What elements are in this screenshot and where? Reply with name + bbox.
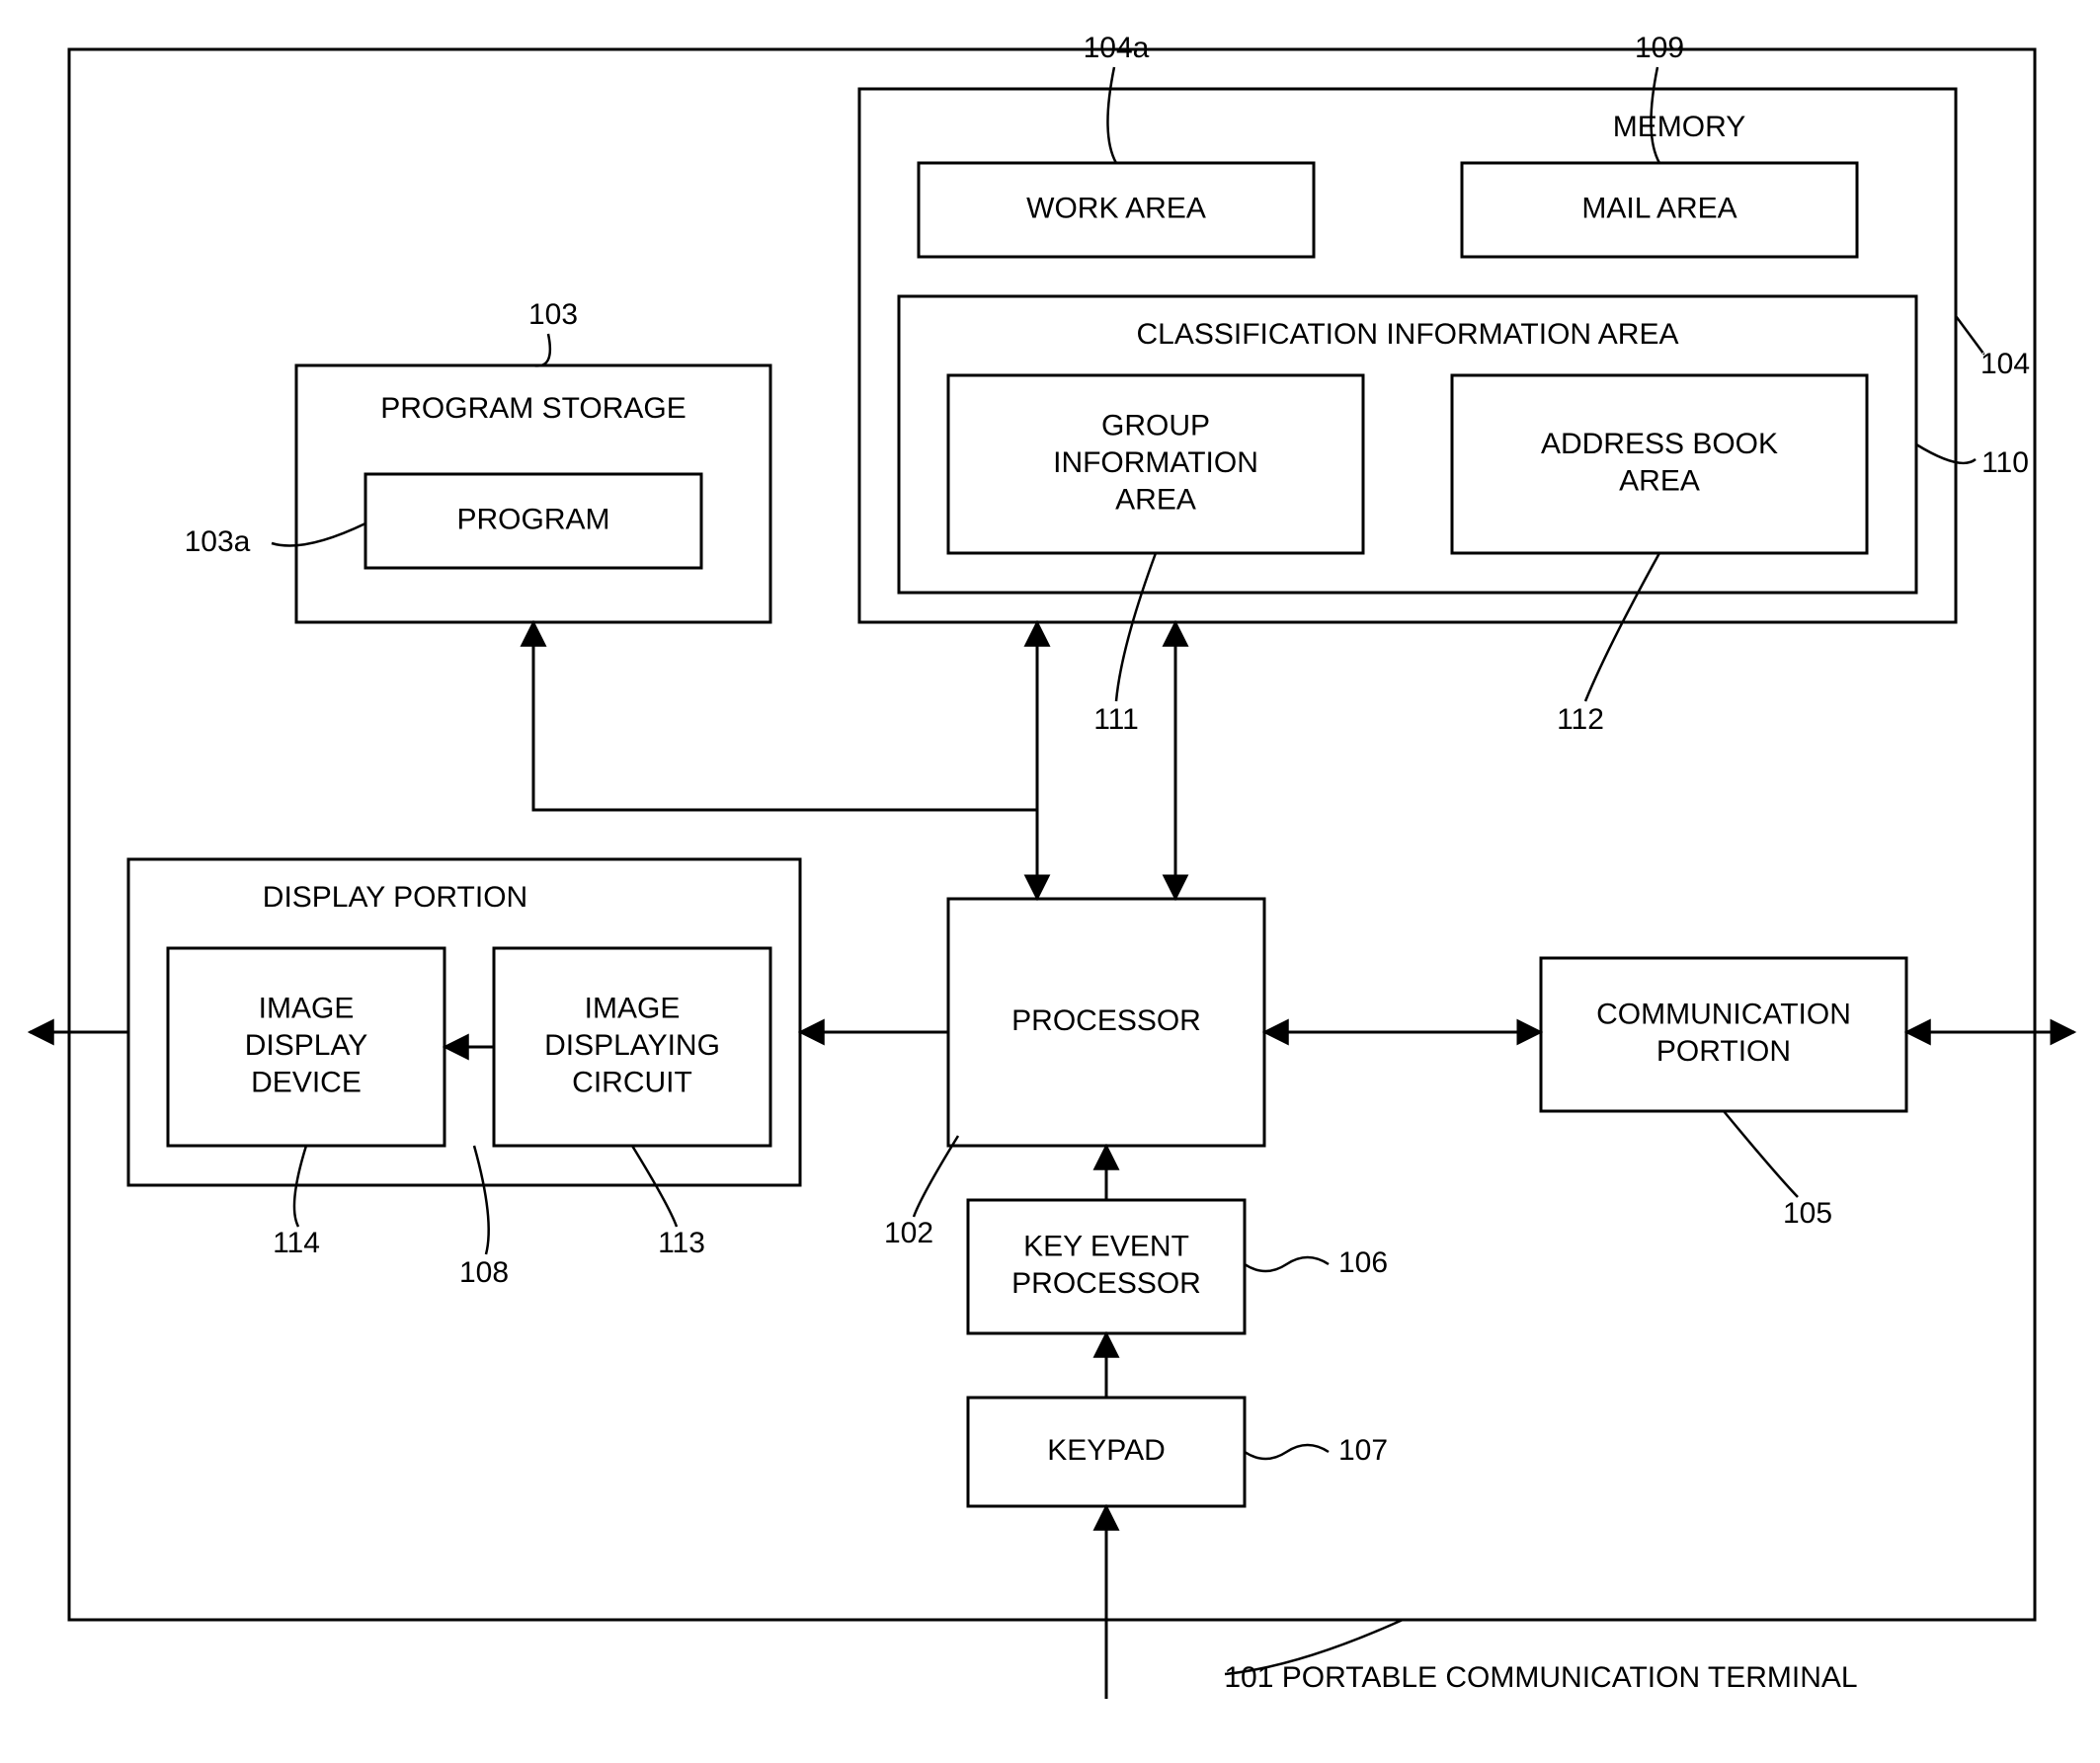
leader-r103a [272, 523, 365, 546]
leader-r104a [1107, 67, 1116, 163]
key-event-processor-box-label: KEY EVENT [1023, 1231, 1189, 1263]
leader-r105 [1724, 1111, 1798, 1197]
key-event-processor-box-label: PROCESSOR [1011, 1267, 1201, 1300]
leader-r107 [1245, 1445, 1329, 1459]
ref-r104a: 104a [1084, 32, 1150, 64]
ref-r110: 110 [1981, 446, 2029, 479]
ref-r103a: 103a [185, 525, 251, 558]
leader-r103 [533, 334, 550, 365]
work-area-box-label: WORK AREA [1026, 192, 1206, 224]
image-display-device-box-label: DEVICE [251, 1066, 362, 1098]
ref-r107: 107 [1338, 1434, 1388, 1467]
address-book-area-box-label: AREA [1619, 465, 1700, 498]
ref-r102: 102 [884, 1217, 933, 1249]
ref-r114: 114 [273, 1227, 320, 1259]
program-box-label: PROGRAM [456, 503, 609, 535]
ref-r108: 108 [459, 1256, 509, 1289]
leader-r112 [1585, 553, 1659, 701]
address-book-area-box-label: ADDRESS BOOK [1541, 428, 1778, 460]
ref-r103: 103 [528, 298, 578, 331]
group-info-area-box-label: AREA [1115, 483, 1196, 516]
ref-r109: 109 [1635, 32, 1684, 64]
ref-r101: 101 PORTABLE COMMUNICATION TERMINAL [1224, 1661, 1857, 1694]
communication-portion-box-label: PORTION [1656, 1035, 1791, 1068]
leader-r110 [1916, 444, 1976, 463]
mail-area-box-label: MAIL AREA [1581, 192, 1737, 224]
leader-r104 [1956, 316, 1983, 354]
leader-r111 [1116, 553, 1156, 701]
image-display-device-box-label: DISPLAY [245, 1029, 368, 1062]
program-storage-box-title: PROGRAM STORAGE [380, 392, 687, 425]
image-displaying-circuit-box-label: DISPLAYING [544, 1029, 720, 1062]
memory-box [859, 89, 1956, 622]
ref-r113: 113 [658, 1227, 705, 1259]
terminal-box [69, 49, 2035, 1620]
ref-r105: 105 [1783, 1197, 1832, 1230]
leader-r108 [474, 1146, 489, 1254]
image-display-device-box-label: IMAGE [259, 992, 355, 1024]
group-info-area-box-label: INFORMATION [1053, 446, 1258, 479]
image-displaying-circuit-box-label: CIRCUIT [572, 1066, 692, 1098]
communication-portion-box-label: COMMUNICATION [1596, 999, 1851, 1031]
leader-r102 [914, 1136, 958, 1217]
wire-progstorage-processor [533, 622, 1037, 899]
ref-r104: 104 [1980, 348, 2030, 380]
keypad-box-label: KEYPAD [1047, 1434, 1166, 1467]
group-info-area-box-label: GROUP [1101, 409, 1210, 441]
display-portion-box-title: DISPLAY PORTION [263, 881, 527, 914]
leader-r106 [1245, 1257, 1329, 1271]
processor-box-label: PROCESSOR [1011, 1004, 1201, 1037]
ref-r106: 106 [1338, 1246, 1388, 1279]
classification-area-box-title: CLASSIFICATION INFORMATION AREA [1137, 318, 1679, 351]
memory-box-title: MEMORY [1613, 111, 1745, 143]
image-displaying-circuit-box-label: IMAGE [585, 992, 681, 1024]
ref-r111: 111 [1093, 703, 1139, 736]
ref-r112: 112 [1557, 703, 1604, 736]
